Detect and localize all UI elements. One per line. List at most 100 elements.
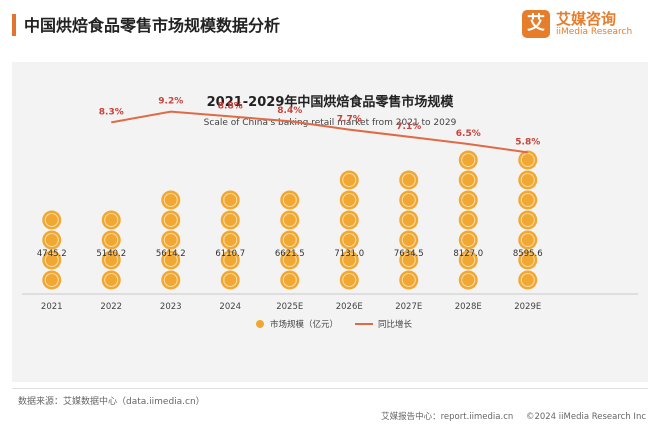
growth-value-label: 5.8% — [515, 137, 540, 147]
bar-coin-ring — [163, 232, 178, 248]
logo-mark: 艾 — [522, 10, 550, 38]
title-accent-bar — [12, 14, 16, 36]
bar-coin-ring — [461, 192, 476, 208]
bar: 6110.7 — [215, 190, 245, 290]
bar-value-label: 7131.0 — [334, 249, 364, 259]
bar: 5140.2 — [96, 210, 126, 290]
bar-coin-ring — [282, 272, 297, 288]
bar-coin-ring — [401, 212, 416, 228]
bar: 6621.5 — [275, 190, 305, 290]
bar-coin-ring — [461, 272, 476, 288]
bar-coin-ring — [520, 272, 535, 288]
bar-coin-ring — [223, 252, 238, 268]
bar-coin-ring — [342, 232, 357, 248]
bar-value-label: 7634.5 — [394, 249, 424, 259]
bar-coin-ring — [342, 252, 357, 268]
x-tick-label: 2021 — [41, 302, 63, 312]
bar: 4745.2 — [37, 210, 67, 290]
logo-subtitle: iiMedia Research — [556, 27, 633, 37]
bar-coin-ring — [163, 212, 178, 228]
bar-coin-ring — [282, 252, 297, 268]
bar-coin-ring — [461, 172, 476, 188]
x-tick-label: 2026E — [336, 302, 363, 312]
chart-svg: 2021-2029年中国烘焙食品零售市场规模 Scale of China's … — [22, 94, 638, 330]
bar-coin-ring — [342, 272, 357, 288]
bar-coin-ring — [163, 252, 178, 268]
bar-coin-ring — [520, 252, 535, 268]
bar-coin-ring — [282, 232, 297, 248]
growth-line — [111, 110, 528, 154]
x-tick-label: 2023 — [160, 302, 182, 312]
footer-divider — [12, 388, 648, 389]
bar-coin-ring — [520, 152, 535, 168]
bar-coin-ring — [223, 232, 238, 248]
bar: 7131.0 — [334, 170, 364, 290]
bar: 8127.0 — [453, 150, 483, 290]
growth-value-label: 7.1% — [396, 122, 421, 132]
bar-coin-ring — [461, 152, 476, 168]
growth-value-label: 8.3% — [99, 107, 124, 117]
bar-coin-ring — [223, 272, 238, 288]
brand-logo[interactable]: 艾 艾媒咨询 iiMedia Research — [522, 8, 646, 44]
bar-value-label: 5614.2 — [156, 249, 186, 259]
bar-coin-ring — [401, 252, 416, 268]
page-title: 中国烘焙食品零售市场规模数据分析 — [24, 16, 281, 35]
bar-coin-ring — [342, 172, 357, 188]
bar-coin-ring — [520, 172, 535, 188]
report-center-link[interactable]: 艾媒报告中心：report.iimedia.cn — [381, 412, 514, 422]
x-axis: 2021 2022 2023 2024 2025E 2026E 2027E 2028E 2029… — [22, 293, 638, 312]
data-source: 数据来源：艾媒数据中心（data.iimedia.cn） — [18, 397, 205, 407]
bar-coin-ring — [282, 212, 297, 228]
bar-coin-ring — [223, 212, 238, 228]
bar-coin-ring — [401, 172, 416, 188]
bar-coin-ring — [104, 212, 119, 228]
bar-coin-ring — [401, 272, 416, 288]
growth-value-label: 7.7% — [337, 115, 362, 125]
x-tick-label: 2029E — [514, 302, 541, 312]
bar-series: 4745.2 5140.2 5614.2 6110.7 6621.5 7131.0 7634… — [37, 150, 543, 290]
growth-value-label: 9.2% — [158, 97, 183, 107]
bar-coin-ring — [44, 212, 59, 228]
bar-coin-ring — [104, 232, 119, 248]
chart-subtitle: Scale of China's baking retail market fr… — [204, 118, 457, 128]
bar-coin-ring — [520, 212, 535, 228]
bar-coin-ring — [44, 232, 59, 248]
bar-value-label: 8127.0 — [453, 249, 483, 259]
x-tick-label: 2027E — [395, 302, 422, 312]
bar-coin-ring — [520, 232, 535, 248]
bar-value-label: 6621.5 — [275, 249, 305, 259]
x-tick-label: 2028E — [455, 302, 482, 312]
bar-coin-ring — [401, 192, 416, 208]
bar-coin-ring — [44, 252, 59, 268]
copyright: ©2024 iiMedia Research Inc — [525, 412, 646, 422]
legend-line-label: 同比增长 — [378, 319, 413, 330]
growth-line-series: 8.3% 9.2% 8.8% 8.4% 7.7% 7.1% 6.5% 5.8% — [99, 97, 540, 154]
growth-value-label: 8.4% — [277, 106, 302, 116]
x-tick-label: 2025E — [276, 302, 303, 312]
growth-value-label: 6.5% — [456, 129, 481, 139]
bar-coin-ring — [163, 272, 178, 288]
legend: 市场规模（亿元） 同比增长 — [256, 319, 413, 330]
bar-value-label: 8595.6 — [513, 249, 543, 259]
bar-coin-ring — [223, 192, 238, 208]
bar: 5614.2 — [156, 190, 186, 290]
bar-coin-ring — [520, 192, 535, 208]
bar: 8595.6 — [513, 150, 543, 290]
bar-coin-ring — [44, 272, 59, 288]
x-tick-label: 2024 — [219, 302, 241, 312]
bar-coin-ring — [461, 232, 476, 248]
chart-title: 2021-2029年中国烘焙食品零售市场规模 — [207, 94, 455, 110]
bar-coin-ring — [342, 192, 357, 208]
x-tick-label: 2022 — [100, 302, 122, 312]
chart-panel: 2021-2029年中国烘焙食品零售市场规模 Scale of China's … — [12, 62, 648, 382]
footer-right: 艾媒报告中心：report.iimedia.cn ©2024 iiMedia R… — [371, 410, 646, 422]
growth-value-label: 8.8% — [218, 101, 243, 111]
bar-coin-ring — [104, 272, 119, 288]
bar-value-label: 6110.7 — [215, 249, 245, 259]
bar-coin-ring — [401, 232, 416, 248]
bar: 7634.5 — [394, 170, 424, 290]
legend-bar-swatch — [256, 320, 264, 328]
bar-coin-ring — [461, 212, 476, 228]
bar-coin-ring — [104, 252, 119, 268]
bar-coin-ring — [461, 252, 476, 268]
